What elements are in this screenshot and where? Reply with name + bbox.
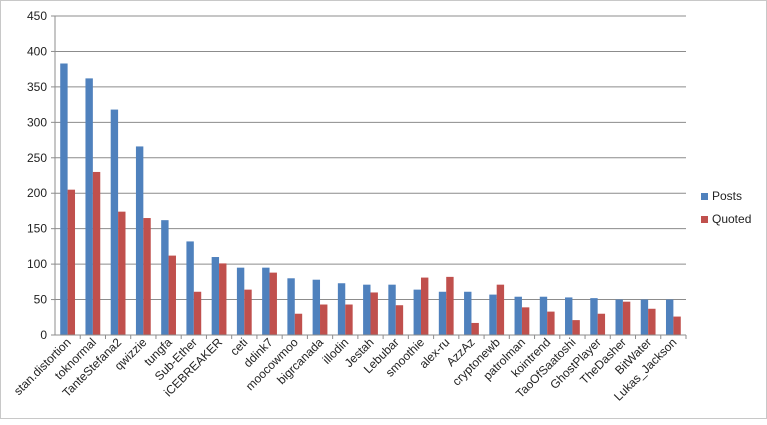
gridlines (55, 15, 686, 301)
bar-quoted (648, 308, 656, 335)
y-tick-label: 0 (40, 328, 47, 342)
y-tick-label: 450 (27, 9, 47, 23)
bar-posts (615, 299, 623, 335)
bar-quoted (320, 304, 328, 335)
bar-posts (363, 284, 371, 335)
bar-quoted (547, 311, 555, 335)
bar-posts (665, 299, 674, 335)
bar-quoted (193, 291, 202, 335)
bar-posts (85, 78, 93, 335)
y-tick-label: 350 (27, 80, 47, 94)
bar-quoted (244, 289, 252, 335)
bar-posts (438, 291, 447, 335)
bar-quoted (118, 211, 126, 335)
x-axis-ticks: stan.distortiontoknormalTanteStefana2qwi… (11, 335, 687, 404)
bar-quoted (622, 301, 631, 335)
bar-quoted (168, 255, 176, 335)
bar-posts (211, 257, 220, 335)
bar-quoted (345, 304, 353, 335)
bar-quoted (143, 218, 151, 335)
bar-quoted (219, 263, 227, 335)
bar-quoted (597, 313, 606, 335)
bar-posts (539, 296, 548, 335)
bar-quoted (446, 276, 454, 335)
axes (54, 16, 686, 336)
bar-quoted (294, 313, 303, 335)
bar-posts (110, 109, 119, 335)
y-tick-label: 250 (27, 151, 47, 165)
bar-posts (337, 283, 346, 335)
bar-posts (489, 294, 497, 335)
bar-quoted (395, 305, 404, 335)
bar-quoted (370, 292, 378, 335)
y-tick-label: 300 (27, 115, 47, 129)
bar-posts (514, 296, 522, 335)
y-tick-label: 400 (27, 44, 47, 58)
bar-quoted (92, 171, 101, 335)
bar-posts (565, 297, 573, 335)
legend-label-quoted: Quoted (712, 212, 751, 226)
bar-quoted (572, 320, 580, 335)
bar-quoted (67, 189, 76, 335)
y-tick-label: 200 (27, 186, 47, 200)
bar-posts (262, 267, 270, 335)
y-axis-ticks: 0 50 100 150 200 250 300 350 400 450 (27, 9, 55, 342)
bar-posts (135, 146, 144, 335)
bar-quoted (269, 272, 277, 335)
bar-posts (60, 63, 68, 336)
legend-swatch-posts (701, 193, 708, 200)
legend-label-posts: Posts (712, 189, 742, 203)
bar-posts (161, 220, 169, 335)
bar-posts (186, 241, 194, 335)
legend-swatch-quoted (701, 216, 708, 223)
bar-posts (590, 298, 598, 335)
bar-quoted (420, 277, 429, 335)
y-tick-label: 50 (34, 293, 48, 307)
y-tick-label: 150 (27, 222, 47, 236)
bar-quoted (521, 307, 530, 335)
bar-posts (640, 299, 649, 335)
legend: Posts Quoted (701, 189, 751, 226)
bar-posts (413, 289, 421, 335)
bar-posts (287, 278, 295, 335)
bar-posts (312, 279, 321, 335)
bar-posts (236, 267, 245, 335)
bar-quoted (673, 316, 681, 335)
bar-quoted (496, 284, 505, 335)
y-tick-label: 100 (27, 257, 47, 271)
bar-quoted (471, 322, 479, 335)
bar-posts (464, 291, 472, 335)
bar-posts (388, 284, 396, 335)
bar-series (60, 63, 681, 336)
